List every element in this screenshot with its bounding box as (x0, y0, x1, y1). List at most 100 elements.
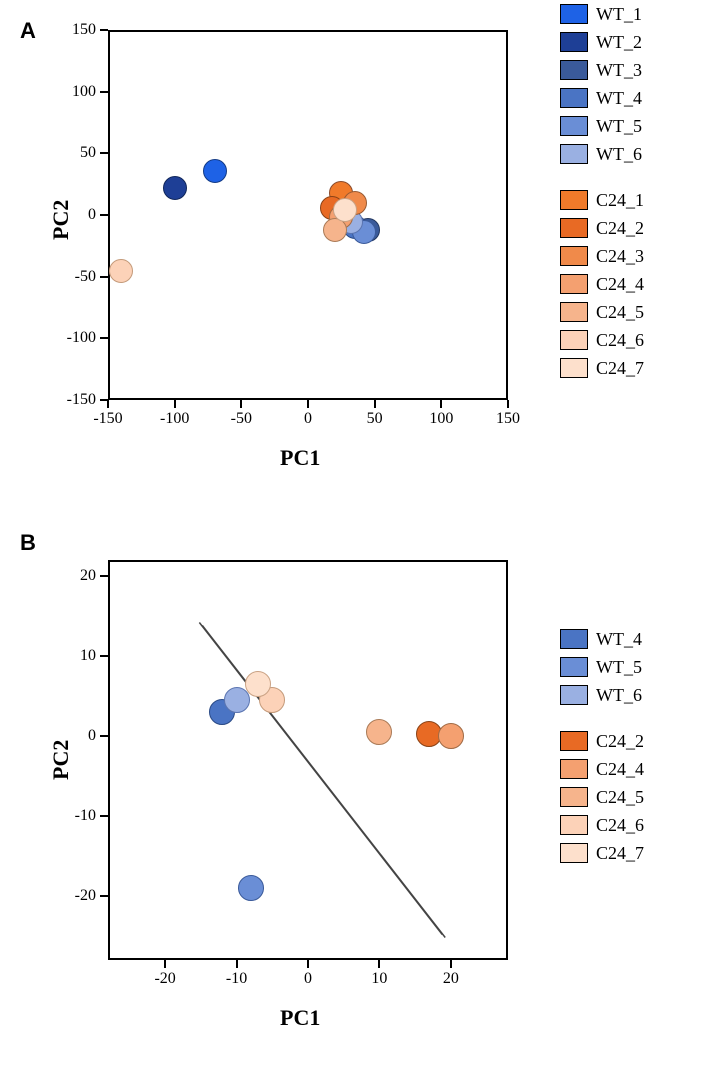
chart-b: -20-1001020-20-1001020 (108, 560, 508, 960)
legend-swatch (560, 246, 588, 266)
legend-label: C24_3 (596, 246, 644, 267)
legend-swatch (560, 731, 588, 751)
x-tick-label: 150 (496, 410, 520, 428)
chart-a-ylabel: PC2 (48, 200, 74, 240)
legend-item: WT_4 (560, 84, 644, 112)
legend-label: C24_4 (596, 759, 644, 780)
x-tick (378, 960, 380, 968)
legend-swatch (560, 32, 588, 52)
legend-a: WT_1 WT_2 WT_3 WT_4 WT_5 WT_6 C24_1 C24_2 C24_3 C… (560, 0, 644, 382)
x-tick (507, 400, 509, 408)
legend-label: C24_2 (596, 218, 644, 239)
legend-item: WT_6 (560, 681, 644, 709)
x-tick (107, 400, 109, 408)
data-point (438, 723, 464, 749)
chart-b-xlabel: PC1 (280, 1005, 320, 1031)
y-tick-label: -150 (46, 391, 96, 409)
data-point (245, 671, 271, 697)
y-tick (100, 575, 108, 577)
y-tick (100, 337, 108, 339)
x-tick (164, 960, 166, 968)
legend-swatch (560, 759, 588, 779)
legend-item: C24_2 (560, 214, 644, 242)
data-point (366, 719, 392, 745)
legend-item: C24_4 (560, 270, 644, 298)
y-tick-label: 10 (46, 647, 96, 665)
x-tick (240, 400, 242, 408)
y-tick (100, 276, 108, 278)
legend-label: C24_6 (596, 330, 644, 351)
legend-swatch (560, 60, 588, 80)
figure-page: A -150-100-50050100150-150-100-500501001… (0, 0, 708, 1067)
legend-label: C24_7 (596, 358, 644, 379)
data-point (163, 176, 187, 200)
legend-swatch (560, 274, 588, 294)
y-tick (100, 815, 108, 817)
data-point (203, 159, 227, 183)
y-tick (100, 152, 108, 154)
legend-swatch (560, 4, 588, 24)
x-tick-label: 100 (429, 410, 453, 428)
x-tick-label: 10 (371, 970, 387, 988)
y-tick-label: -10 (46, 807, 96, 825)
chart-a-frame (108, 30, 508, 400)
y-tick (100, 91, 108, 93)
legend-item: WT_1 (560, 0, 644, 28)
y-tick-label: -50 (46, 268, 96, 286)
legend-swatch (560, 144, 588, 164)
y-tick (100, 214, 108, 216)
panel-a-label: A (20, 18, 36, 44)
legend-label: WT_4 (596, 88, 642, 109)
legend-label: C24_2 (596, 731, 644, 752)
y-tick (100, 29, 108, 31)
legend-item: WT_6 (560, 140, 644, 168)
y-tick-label: 100 (46, 83, 96, 101)
legend-label: WT_1 (596, 4, 642, 25)
x-tick (374, 400, 376, 408)
data-point (109, 259, 133, 283)
legend-swatch (560, 88, 588, 108)
legend-item: WT_3 (560, 56, 644, 84)
legend-item: C24_7 (560, 354, 644, 382)
y-tick (100, 895, 108, 897)
legend-label: WT_2 (596, 32, 642, 53)
legend-item: C24_6 (560, 326, 644, 354)
legend-item: C24_4 (560, 755, 644, 783)
legend-swatch (560, 116, 588, 136)
legend-item: C24_3 (560, 242, 644, 270)
legend-label: WT_5 (596, 657, 642, 678)
data-point (238, 875, 264, 901)
legend-swatch (560, 302, 588, 322)
legend-label: C24_5 (596, 787, 644, 808)
legend-label: C24_1 (596, 190, 644, 211)
legend-spacer (560, 168, 644, 186)
legend-label: WT_4 (596, 629, 642, 650)
legend-item: C24_5 (560, 783, 644, 811)
legend-swatch (560, 190, 588, 210)
legend-label: C24_7 (596, 843, 644, 864)
separator-line (108, 560, 508, 960)
legend-item: C24_6 (560, 811, 644, 839)
legend-swatch (560, 358, 588, 378)
legend-label: C24_5 (596, 302, 644, 323)
y-tick (100, 399, 108, 401)
x-tick-label: -10 (226, 970, 247, 988)
legend-item: WT_5 (560, 653, 644, 681)
legend-swatch (560, 629, 588, 649)
x-tick-label: 0 (304, 970, 312, 988)
x-tick (174, 400, 176, 408)
y-tick-label: -100 (46, 329, 96, 347)
data-point (333, 198, 357, 222)
legend-item: WT_2 (560, 28, 644, 56)
legend-swatch (560, 787, 588, 807)
legend-swatch (560, 330, 588, 350)
legend-label: C24_4 (596, 274, 644, 295)
legend-spacer (560, 709, 644, 727)
x-tick (440, 400, 442, 408)
y-tick-label: -20 (46, 887, 96, 905)
x-tick-label: 50 (367, 410, 383, 428)
y-tick-label: 50 (46, 144, 96, 162)
legend-label: WT_5 (596, 116, 642, 137)
legend-swatch (560, 843, 588, 863)
y-tick-label: 150 (46, 21, 96, 39)
